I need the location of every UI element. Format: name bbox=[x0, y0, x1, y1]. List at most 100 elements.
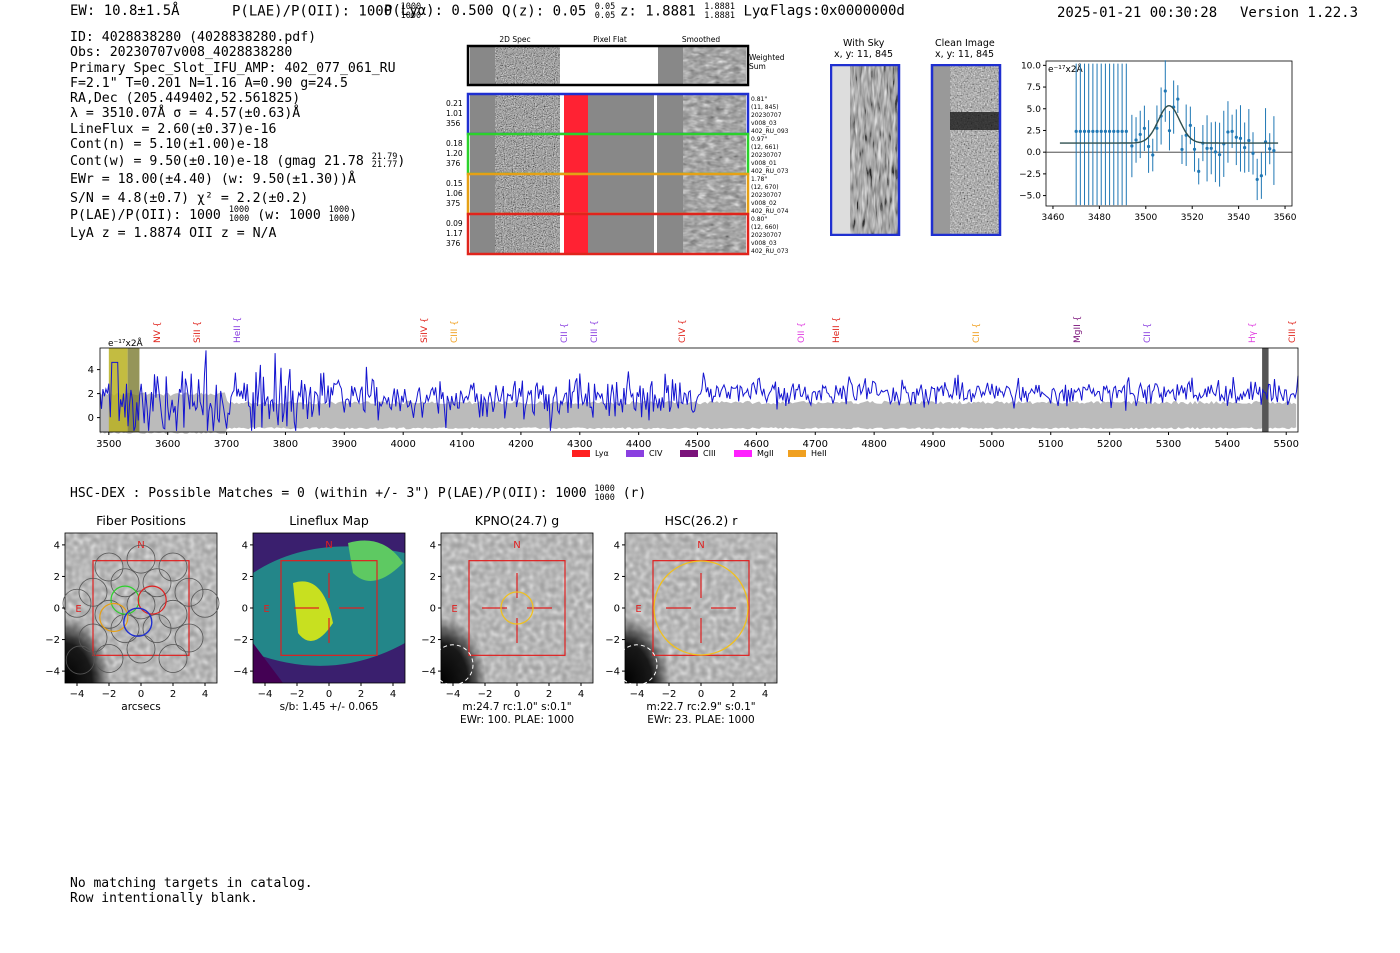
info-gmag-frac: 21.79 21.77 bbox=[371, 151, 398, 171]
data-point bbox=[1213, 150, 1218, 154]
fiber-circle bbox=[65, 645, 95, 675]
bright-source bbox=[441, 573, 516, 683]
fiber-row-meta: 0.80" bbox=[751, 216, 767, 223]
clean-image-xy: x, y: 11, 845 bbox=[935, 49, 995, 60]
data-point bbox=[1163, 89, 1167, 93]
x-tick-label: 0 bbox=[326, 689, 332, 700]
x-tick-label: 5500 bbox=[1273, 439, 1298, 450]
y-tick-label: −5.0 bbox=[1019, 192, 1041, 202]
emission-line-label: CII { bbox=[560, 323, 570, 343]
x-tick-label: 4700 bbox=[803, 439, 828, 450]
data-point bbox=[1234, 135, 1238, 139]
x-tick-label: −2 bbox=[478, 689, 493, 700]
weighted-sum-flat bbox=[560, 47, 658, 84]
x-tick-label: 3540 bbox=[1227, 213, 1250, 223]
emission-line-label: SiII { bbox=[193, 321, 203, 343]
svg-text:CII {: CII { bbox=[1143, 323, 1153, 343]
x-tick-label: 3800 bbox=[273, 439, 298, 450]
panel-title: HSC(26.2) r bbox=[665, 513, 739, 528]
data-point bbox=[1130, 144, 1134, 148]
data-point bbox=[1192, 147, 1197, 151]
data-point bbox=[1091, 129, 1095, 133]
info-fwhm: F=2.1" T=0.201 N=1.16 A=0.90 g=24.5 bbox=[70, 75, 348, 91]
legend-label: HeII bbox=[811, 449, 827, 458]
x-tick-label: 4600 bbox=[744, 439, 769, 450]
x-tick-label: −4 bbox=[70, 689, 85, 700]
data-point bbox=[1155, 126, 1159, 130]
panel-caption: arcsecs bbox=[121, 701, 160, 713]
fiber-row-meta: 20230707 bbox=[751, 232, 782, 239]
header-z-label: z: 1.8881 bbox=[620, 3, 696, 20]
y-tick-label: 10.0 bbox=[1021, 61, 1041, 71]
data-point bbox=[1146, 144, 1151, 149]
svg-text:MgII {: MgII { bbox=[1073, 316, 1083, 343]
x-tick-label: 2 bbox=[546, 689, 552, 700]
fiber-circle bbox=[126, 634, 156, 664]
emission-line-label: NV { bbox=[153, 322, 163, 343]
x-tick-label: 0 bbox=[514, 689, 520, 700]
svg-text:NV {: NV { bbox=[153, 322, 163, 343]
fiber-row-meta: (12, 660) bbox=[751, 224, 779, 231]
info-zline: LyA z = 1.8874 OII z = N/A bbox=[70, 225, 277, 241]
x-tick-label: 5200 bbox=[1097, 439, 1122, 450]
legend-label: CIV bbox=[649, 449, 663, 458]
panel-caption: s/b: 1.45 +/- 0.065 bbox=[280, 701, 379, 713]
info-slot: Primary Spec_Slot_IFU_AMP: 402_077_061_R… bbox=[70, 60, 396, 76]
data-point bbox=[1087, 129, 1091, 133]
sky-images bbox=[830, 64, 1002, 236]
data-point bbox=[1078, 129, 1082, 133]
header-z-line: Lyα bbox=[743, 3, 769, 20]
hsc-plae-frac: 1000 1000 bbox=[594, 484, 615, 503]
emission-line-label: HeII { bbox=[832, 317, 842, 343]
fiber-row-meta: 20230707 bbox=[751, 152, 782, 159]
east-label: E bbox=[635, 604, 641, 615]
x-tick-label: 4100 bbox=[449, 439, 474, 450]
y-tick-label: 2 bbox=[54, 572, 60, 583]
header-qz-label: Q(z): 0.05 bbox=[502, 3, 587, 20]
fiber-row-norm: 1.17 bbox=[446, 229, 463, 238]
panel-title: Fiber Positions bbox=[96, 513, 186, 528]
fiber-green bbox=[110, 585, 140, 615]
fiber-row-meta: v008_01 bbox=[751, 160, 777, 167]
fiber-row-weight: 0.09 bbox=[446, 219, 463, 228]
svg-text:OII {: OII { bbox=[797, 322, 807, 343]
y-tick-label: 2 bbox=[614, 572, 620, 583]
y-tick-label: 5.0 bbox=[1027, 105, 1042, 115]
north-label: N bbox=[325, 540, 332, 551]
x-tick-label: −2 bbox=[662, 689, 677, 700]
panel-title: Lineflux Map bbox=[289, 513, 369, 528]
data-point bbox=[1074, 129, 1078, 133]
fiber-row-ypix: 356 bbox=[446, 119, 461, 128]
data-point bbox=[1205, 146, 1209, 150]
data-point bbox=[1272, 148, 1276, 153]
y-tick-label: 0 bbox=[54, 604, 60, 615]
fiber-row-weight: 0.15 bbox=[446, 179, 463, 188]
x-tick-label: 4000 bbox=[390, 439, 415, 450]
data-point bbox=[1226, 130, 1230, 134]
footer-blank: Row intentionally blank. bbox=[70, 891, 258, 906]
fiber-row-flat bbox=[588, 135, 658, 173]
svg-text:SiII {: SiII { bbox=[193, 321, 203, 343]
data-point bbox=[1082, 129, 1087, 133]
emission-line-label: CIII { bbox=[450, 320, 460, 343]
data-point bbox=[1099, 129, 1103, 133]
fiber-circle bbox=[142, 614, 172, 643]
fiber-circle bbox=[174, 577, 204, 607]
emission-line-label: SiIV { bbox=[420, 317, 430, 343]
fiber-row-ypix: 375 bbox=[446, 199, 461, 208]
fiber-row-meta: v008_02 bbox=[751, 200, 777, 207]
svg-text:Hγ {: Hγ { bbox=[1248, 322, 1258, 343]
image-panels: Fiber Positions N E −4 −4 −2 −2 0 0 2 2 4 4 arcsecs Li… bbox=[45, 513, 778, 725]
x-tick-label: 0 bbox=[138, 689, 144, 700]
fiber-row-flat bbox=[588, 95, 658, 133]
y-tick-label: 4 bbox=[242, 540, 248, 551]
panel-caption-2: EWr: 23. PLAE: 1000 bbox=[647, 714, 754, 725]
fiber-orange bbox=[99, 602, 129, 633]
fiber-circle bbox=[142, 568, 172, 598]
x-tick-label: 4400 bbox=[626, 439, 651, 450]
data-point bbox=[1095, 129, 1099, 133]
panel-title: KPNO(24.7) g bbox=[475, 513, 559, 528]
y-tick-label: 0 bbox=[430, 604, 436, 615]
fiber-row-weight: 0.21 bbox=[446, 99, 463, 108]
fiber-row-flat-red bbox=[564, 135, 588, 173]
